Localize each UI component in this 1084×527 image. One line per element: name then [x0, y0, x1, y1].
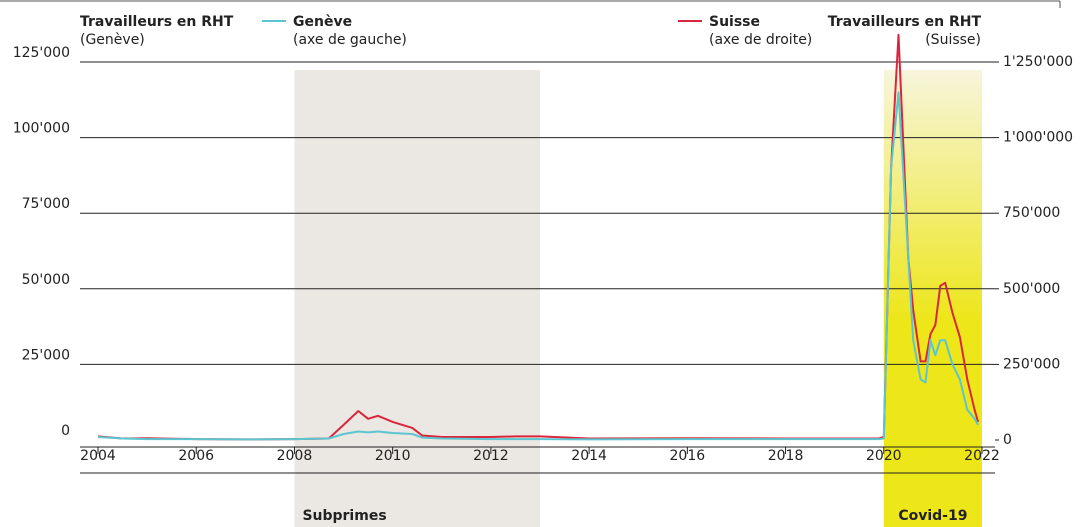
legend-note: (axe de gauche): [293, 32, 407, 48]
series-line: [97, 91, 979, 441]
period-label: Covid-19: [898, 508, 967, 524]
x-tick-label: 2020: [866, 448, 902, 464]
x-tick-label: 2018: [768, 448, 804, 464]
y-tick-label: 25'000: [22, 347, 70, 363]
y-axis-sublabel: (Genève): [80, 32, 145, 48]
x-tick-label: 2010: [375, 448, 411, 464]
x-tick-label: 2014: [571, 448, 607, 464]
x-tick-label: 2006: [178, 448, 214, 464]
y2-tick-label: 1'000'000: [1003, 130, 1073, 146]
x-tick-label: 2022: [964, 448, 1000, 464]
x-tick-label: 2012: [473, 448, 509, 464]
y2-tick-label: 250'000: [1003, 356, 1060, 372]
legend-label: Suisse: [709, 14, 760, 30]
y2-tick-label: 500'000: [1003, 281, 1060, 297]
y-tick-label: 100'000: [13, 121, 70, 137]
period-label: Subprimes: [302, 508, 386, 524]
y2-axis-sublabel: (Suisse): [925, 32, 981, 48]
y-tick-label: 75'000: [22, 196, 70, 212]
y2-tick-label: 0: [1003, 432, 1012, 448]
y-tick-label: 50'000: [22, 272, 70, 288]
period-band: [294, 70, 540, 527]
y2-tick-label: 750'000: [1003, 205, 1060, 221]
x-tick-label: 2008: [277, 448, 313, 464]
y2-tick-label: 1'250'000: [1003, 54, 1073, 70]
x-tick-label: 2004: [80, 448, 116, 464]
y-axis-label: Travailleurs en RHT: [80, 14, 234, 30]
legend-label: Genève: [293, 14, 352, 30]
y-tick-label: 125'000: [13, 45, 70, 61]
y-tick-label: 0: [61, 423, 70, 439]
legend-note: (axe de droite): [709, 32, 812, 48]
y2-axis-label: Travailleurs en RHT: [828, 14, 982, 30]
period-band: [883, 70, 982, 527]
x-tick-label: 2016: [670, 448, 706, 464]
